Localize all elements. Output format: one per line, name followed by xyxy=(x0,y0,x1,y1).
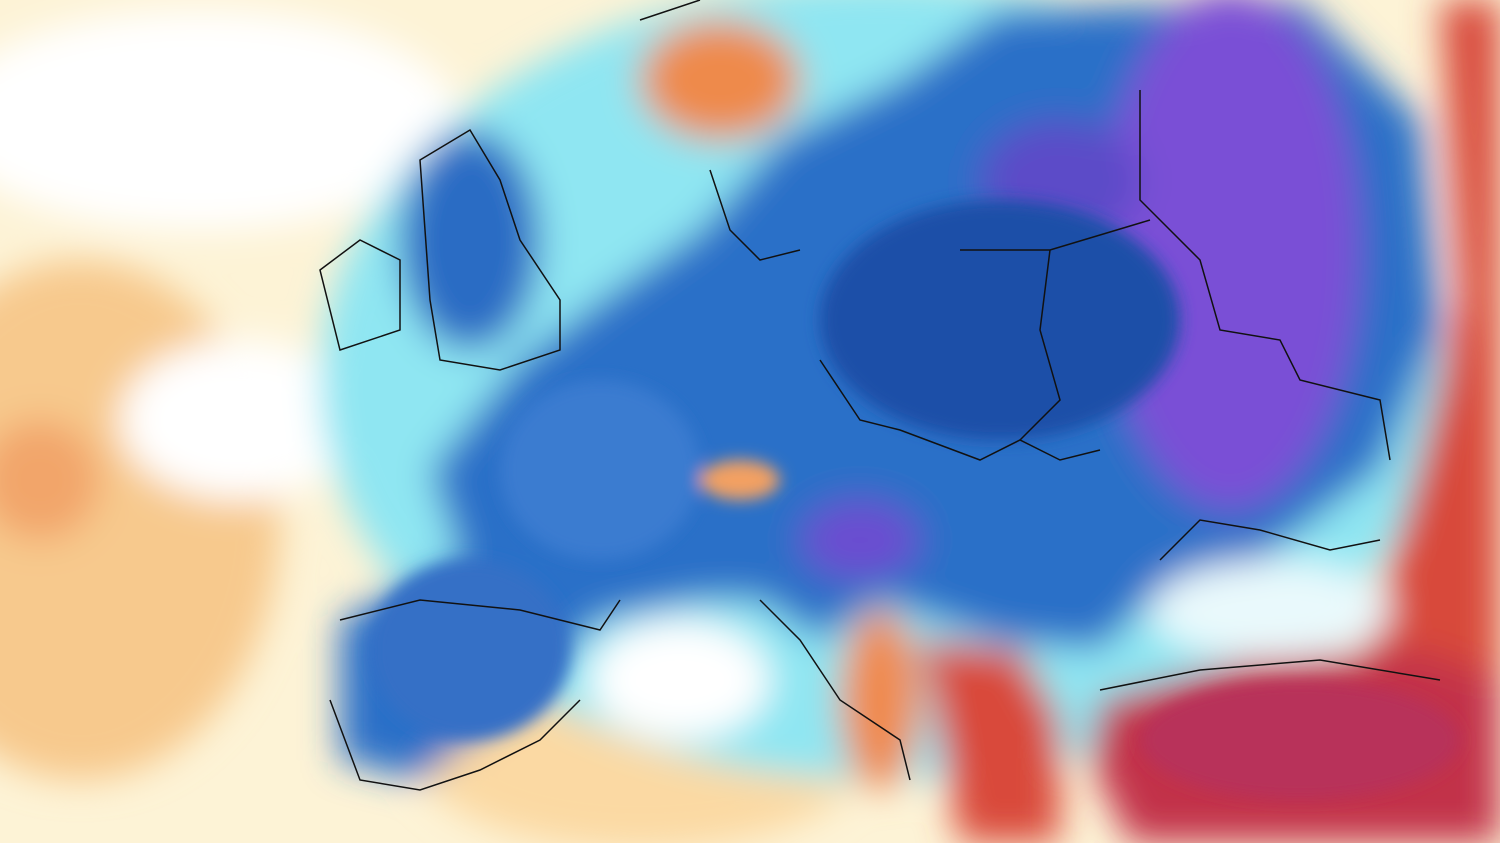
border-line xyxy=(1159,519,1381,561)
detail-field xyxy=(370,200,1460,800)
cold-area xyxy=(820,200,1180,440)
neutral-area xyxy=(0,10,460,230)
hot-area xyxy=(1140,680,1460,800)
border-line xyxy=(419,128,561,371)
cold-area xyxy=(500,380,700,560)
border-line xyxy=(329,699,581,791)
borders xyxy=(319,0,1441,791)
warm-area xyxy=(0,420,100,540)
border-line xyxy=(339,599,621,631)
border-line xyxy=(319,239,401,351)
border-line xyxy=(759,599,911,781)
warm-area xyxy=(1300,0,1500,843)
border-line xyxy=(639,0,701,21)
border-line xyxy=(1099,659,1441,691)
very-cold-area xyxy=(800,500,920,580)
cold-area xyxy=(370,560,570,740)
border-line xyxy=(709,169,801,261)
border-line xyxy=(819,359,1101,461)
warm-area xyxy=(840,610,920,790)
warm-area xyxy=(700,460,780,500)
neutral-area xyxy=(120,340,360,500)
border-line xyxy=(1139,90,1391,461)
sea xyxy=(1150,560,1390,660)
border-line xyxy=(1019,249,1061,441)
very-cold-area xyxy=(1100,0,1360,510)
cold-area xyxy=(400,130,540,350)
sea xyxy=(590,620,770,740)
warm-area xyxy=(920,640,1060,843)
warm-area xyxy=(640,20,800,140)
border-line xyxy=(960,219,1151,251)
